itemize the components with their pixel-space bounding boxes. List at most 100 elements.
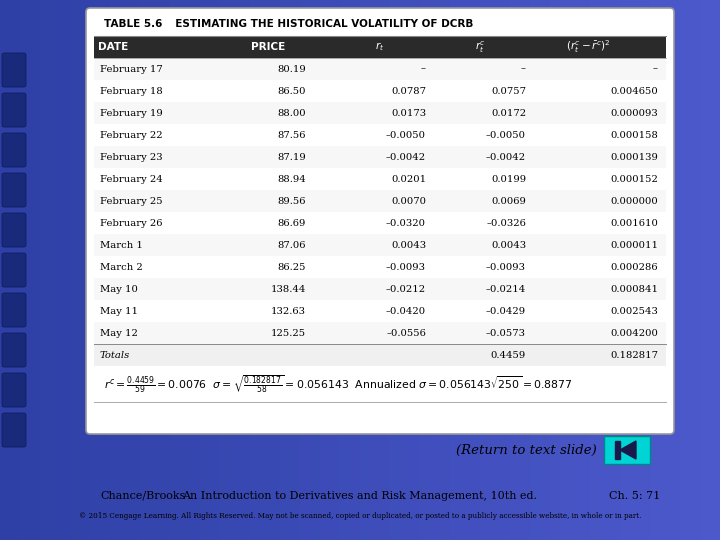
Text: 0.0199: 0.0199 [491, 174, 526, 184]
Bar [180, 0, 190, 540]
Bar [94, 146, 666, 168]
Bar [40, 0, 50, 540]
Bar [360, 0, 370, 540]
Bar [280, 0, 290, 540]
Text: © 2015 Cengage Learning. All Rights Reserved. May not be scanned, copied or dupl: © 2015 Cengage Learning. All Rights Rese… [78, 512, 642, 520]
Text: February 23: February 23 [100, 152, 163, 161]
Bar [350, 0, 360, 540]
Bar [510, 0, 520, 540]
Text: –: – [653, 64, 658, 73]
Text: 86.69: 86.69 [278, 219, 306, 227]
Bar [270, 0, 280, 540]
FancyBboxPatch shape [86, 8, 674, 434]
Bar [680, 0, 690, 540]
Text: DATE: DATE [98, 42, 128, 52]
Text: 0.0172: 0.0172 [491, 109, 526, 118]
Text: 0.0069: 0.0069 [491, 197, 526, 206]
Text: 0.4459: 0.4459 [491, 350, 526, 360]
Text: –0.0429: –0.0429 [486, 307, 526, 315]
Bar [340, 0, 350, 540]
Bar [330, 0, 340, 540]
Bar [530, 0, 540, 540]
FancyBboxPatch shape [2, 173, 26, 207]
Text: $r_t$: $r_t$ [375, 40, 384, 53]
Bar [100, 0, 110, 540]
Text: 88.94: 88.94 [277, 174, 306, 184]
Text: 0.000841: 0.000841 [610, 285, 658, 294]
Bar [450, 0, 460, 540]
Bar [550, 0, 560, 540]
Bar [140, 0, 150, 540]
Bar [480, 0, 490, 540]
Bar [94, 212, 666, 234]
Text: –: – [521, 64, 526, 73]
Text: 0.004200: 0.004200 [610, 328, 658, 338]
Bar [560, 0, 570, 540]
Bar [540, 0, 550, 540]
Bar [94, 124, 666, 146]
Bar [670, 0, 680, 540]
Bar [700, 0, 710, 540]
Bar [94, 322, 666, 344]
Bar [0, 0, 10, 540]
Bar [410, 0, 420, 540]
Bar [420, 0, 430, 540]
Text: –0.0050: –0.0050 [386, 131, 426, 139]
Text: –0.0093: –0.0093 [486, 262, 526, 272]
Text: 0.0173: 0.0173 [391, 109, 426, 118]
Bar [400, 0, 410, 540]
Bar [520, 0, 530, 540]
Text: May 10: May 10 [100, 285, 138, 294]
Polygon shape [620, 441, 636, 459]
Bar [94, 190, 666, 212]
Text: 138.44: 138.44 [271, 285, 306, 294]
Text: –0.0042: –0.0042 [386, 152, 426, 161]
Bar [94, 344, 666, 366]
Text: 0.000286: 0.000286 [611, 262, 658, 272]
Text: 0.0201: 0.0201 [391, 174, 426, 184]
Bar [460, 0, 470, 540]
Text: 0.0787: 0.0787 [391, 86, 426, 96]
Bar [200, 0, 210, 540]
Text: 0.0070: 0.0070 [391, 197, 426, 206]
Bar [290, 0, 300, 540]
Text: ESTIMATING THE HISTORICAL VOLATILITY OF DCRB: ESTIMATING THE HISTORICAL VOLATILITY OF … [168, 19, 473, 29]
Bar [210, 0, 220, 540]
Text: 0.0043: 0.0043 [391, 240, 426, 249]
Bar [310, 0, 320, 540]
Bar [380, 0, 390, 540]
Bar [590, 0, 600, 540]
Text: –0.0050: –0.0050 [486, 131, 526, 139]
Polygon shape [615, 441, 620, 459]
Text: TABLE 5.6: TABLE 5.6 [104, 19, 163, 29]
FancyBboxPatch shape [2, 93, 26, 127]
Bar [570, 0, 580, 540]
Bar [250, 0, 260, 540]
Text: –: – [421, 64, 426, 73]
Text: 0.004650: 0.004650 [611, 86, 658, 96]
Bar [490, 0, 500, 540]
FancyBboxPatch shape [2, 133, 26, 167]
Bar [650, 0, 660, 540]
Bar [150, 0, 160, 540]
Text: –0.0214: –0.0214 [486, 285, 526, 294]
Text: March 1: March 1 [100, 240, 143, 249]
Text: Totals: Totals [100, 350, 130, 360]
Bar [70, 0, 80, 540]
Text: March 2: March 2 [100, 262, 143, 272]
Text: 0.000000: 0.000000 [611, 197, 658, 206]
Text: 0.000158: 0.000158 [610, 131, 658, 139]
Text: 86.25: 86.25 [277, 262, 306, 272]
Text: 125.25: 125.25 [271, 328, 306, 338]
Bar [94, 300, 666, 322]
Bar [94, 234, 666, 256]
FancyBboxPatch shape [2, 293, 26, 327]
Bar [10, 0, 20, 540]
Bar [130, 0, 140, 540]
FancyBboxPatch shape [2, 413, 26, 447]
Bar [94, 168, 666, 190]
FancyBboxPatch shape [2, 213, 26, 247]
FancyBboxPatch shape [2, 333, 26, 367]
Bar [160, 0, 170, 540]
Bar [640, 0, 650, 540]
